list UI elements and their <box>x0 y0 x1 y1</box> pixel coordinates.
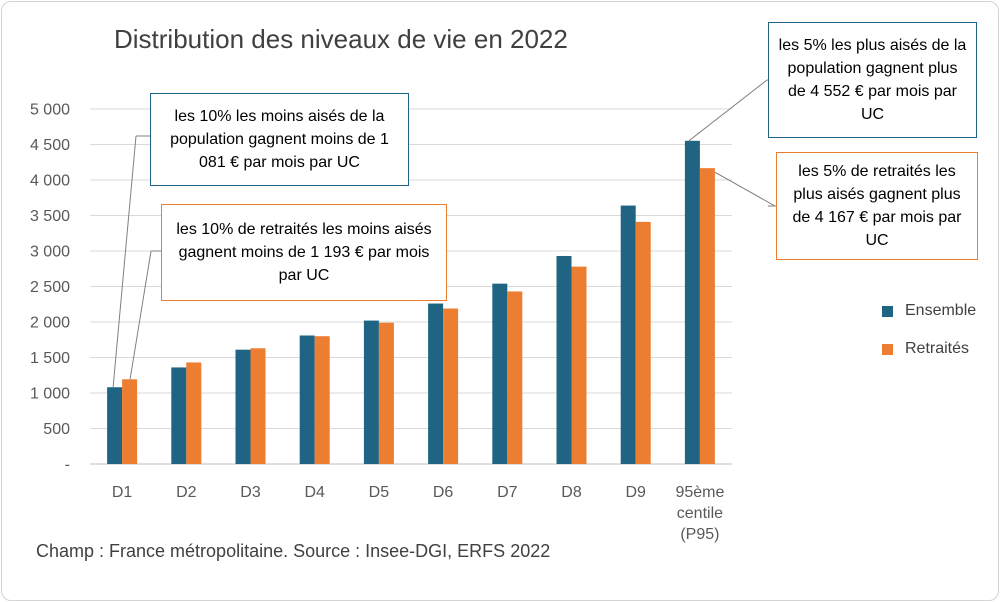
chart-title: Distribution des niveaux de vie en 2022 <box>114 24 568 54</box>
x-tick-label: D4 <box>304 484 325 501</box>
y-tick-label: 4 000 <box>30 173 70 190</box>
y-tick-label: 3 500 <box>30 208 70 225</box>
x-tick-label: D6 <box>433 484 454 501</box>
callout-p95-retraites: les 5% de retraités les plus aisés gagne… <box>776 152 978 260</box>
y-tick-label: 1 500 <box>30 350 70 367</box>
legend-label-ensemble: Ensemble <box>905 302 977 319</box>
x-tick-label: D3 <box>240 484 261 501</box>
bar-ensemble-9 <box>620 205 636 464</box>
bar-retraités-1 <box>122 379 138 464</box>
leader-d1-retraites <box>129 250 152 380</box>
y-tick-label: 500 <box>43 421 70 438</box>
callout-leader-lines <box>112 79 776 388</box>
y-tick-label: 2 000 <box>30 315 70 332</box>
bar-ensemble-2 <box>171 367 187 464</box>
y-tick-label: 3 000 <box>30 244 70 261</box>
legend-swatch-ensemble <box>882 305 893 317</box>
y-tick-label: 5 000 <box>30 102 70 119</box>
source-note: Champ : France métropolitaine. Source : … <box>36 541 551 561</box>
bar-retraités-10 <box>699 168 715 464</box>
x-axis-ticks: D1 D2 D3 D4 D5 D6 D7 D8 D9 95ème centile (P95) <box>112 484 725 543</box>
y-axis-ticks: - 500 1 000 1 500 2 000 2 500 3 000 3 500 4 000 4… <box>30 102 70 474</box>
x-tick-label: D1 <box>112 484 133 501</box>
y-tick-label: 1 000 <box>30 386 70 403</box>
legend-label-retraites: Retraités <box>905 340 970 357</box>
x-tick-label: D5 <box>369 484 390 501</box>
bar-ensemble-8 <box>556 255 572 464</box>
bars <box>107 140 715 465</box>
legend-swatch-retraites <box>882 343 893 355</box>
bar-ensemble-5 <box>363 320 379 464</box>
bar-ensemble-1 <box>107 387 123 464</box>
bar-retraités-9 <box>635 221 651 464</box>
callout-d1-ensemble: les 10% les moins aisés de la population… <box>150 93 409 186</box>
bar-ensemble-7 <box>492 283 508 464</box>
bar-retraités-4 <box>314 336 330 464</box>
bar-retraités-6 <box>443 308 459 464</box>
bar-retraités-3 <box>250 348 266 464</box>
x-tick-label: centile <box>677 505 723 522</box>
x-tick-label: D7 <box>497 484 518 501</box>
y-tick-label: 4 500 <box>30 137 70 154</box>
leader-p95-retraites <box>714 171 776 207</box>
x-tick-label: D9 <box>625 484 646 501</box>
callout-p95-ensemble: les 5% les plus aisés de la population g… <box>768 22 977 138</box>
x-tick-label: (P95) <box>680 526 719 543</box>
bar-retraités-2 <box>186 362 202 464</box>
bar-retraités-8 <box>571 266 587 464</box>
y-tick-label: - <box>65 457 70 474</box>
x-tick-label: 95ème <box>675 484 724 501</box>
x-tick-label: D2 <box>176 484 197 501</box>
bar-ensemble-3 <box>235 349 251 464</box>
bar-retraités-5 <box>378 322 394 464</box>
bar-ensemble-6 <box>428 303 444 464</box>
bar-retraités-7 <box>507 291 523 464</box>
legend-item-ensemble: Ensemble <box>882 302 976 320</box>
x-tick-label: D8 <box>561 484 582 501</box>
callout-d1-retraites: les 10% de retraités les moins aisés gag… <box>161 204 447 301</box>
leader-p95-ensemble <box>688 79 768 142</box>
leader-d1-ensemble <box>112 135 137 388</box>
y-tick-label: 2 500 <box>30 279 70 296</box>
bar-ensemble-10 <box>684 140 700 465</box>
legend-item-retraites: Retraités <box>882 340 969 358</box>
bar-ensemble-4 <box>299 335 315 464</box>
